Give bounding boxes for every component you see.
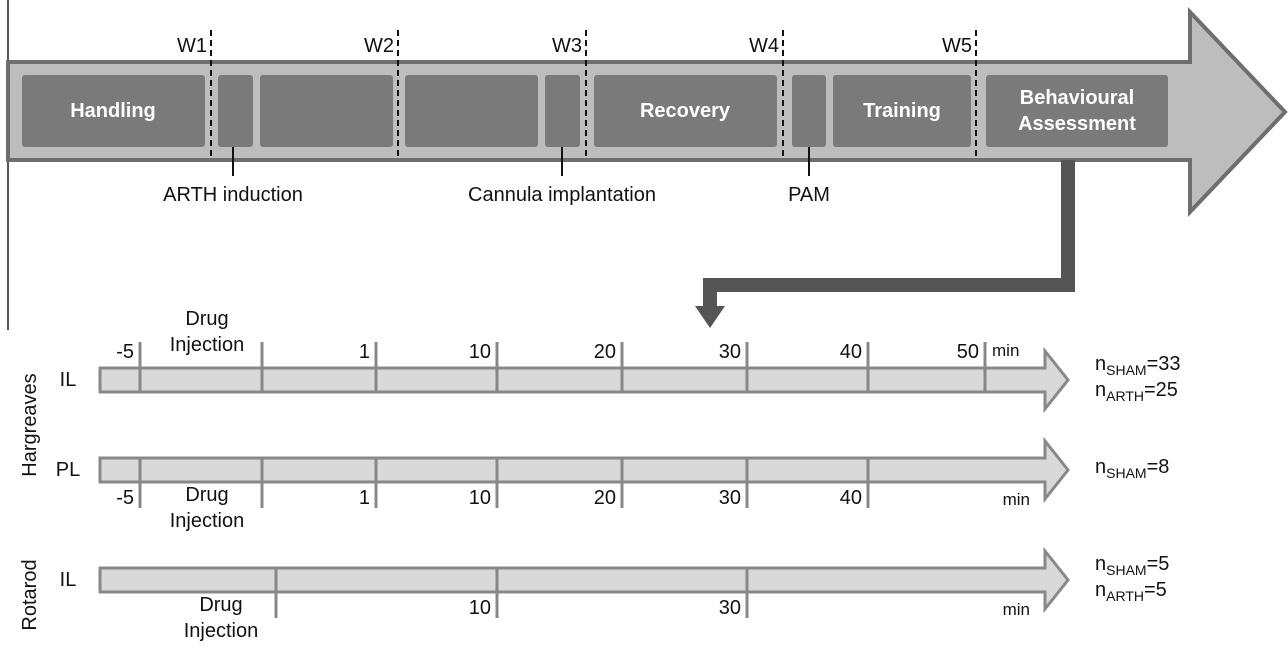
tick-label: 40 <box>839 487 862 509</box>
sample-size-symbol: n <box>1095 379 1107 401</box>
block <box>545 75 580 147</box>
tick-label: 10 <box>468 487 491 509</box>
sample-size: nSHAM=8 <box>1095 454 1169 486</box>
group-label: Hargreaves <box>19 373 41 477</box>
protocol-arrow <box>98 436 1070 504</box>
block <box>594 75 777 147</box>
sample-size-symbol: n <box>1095 579 1107 601</box>
phase-label: Handling <box>70 100 156 122</box>
connector-arrowhead <box>695 306 725 328</box>
week-dividers <box>210 30 977 160</box>
event-label: ARTH induction <box>163 184 303 206</box>
tick-label: -5 <box>116 487 134 509</box>
week-label: W3 <box>552 35 582 57</box>
tick-label: 40 <box>839 341 862 363</box>
tick-label: 10 <box>468 597 491 619</box>
event-label: Cannula implantation <box>468 184 656 206</box>
week-label: W4 <box>749 35 779 57</box>
unit-label: min <box>1002 490 1030 509</box>
protocol-arrow <box>98 546 1070 614</box>
phase-label: Behavioural Assessment <box>1018 87 1136 135</box>
block <box>833 75 971 147</box>
week-label: W2 <box>364 35 394 57</box>
tick-label: 20 <box>593 341 616 363</box>
tick-label: 30 <box>718 341 741 363</box>
tick-label: Drug Injection <box>169 484 245 532</box>
sample-size-rest: =5 <box>1146 553 1170 575</box>
sample-size-rest: =8 <box>1146 456 1170 478</box>
sample-size-symbol: n <box>1095 456 1107 478</box>
week-label: W5 <box>942 35 972 57</box>
block <box>405 75 538 147</box>
group-label: Rotarod <box>19 559 41 631</box>
tick-label: -5 <box>116 341 134 363</box>
row-label: IL <box>59 369 77 391</box>
sample-size: nSHAM=5 <box>1095 551 1169 583</box>
sample-size-rest: =5 <box>1143 579 1167 601</box>
sample-size-symbol: n <box>1095 353 1107 375</box>
block <box>986 75 1168 147</box>
protocol-arrow <box>98 346 1070 414</box>
sample-size: nARTH=5 <box>1095 577 1167 609</box>
connector-arrow <box>703 160 1075 308</box>
tick-label: 20 <box>593 487 616 509</box>
sample-size-subscript: ARTH <box>1106 388 1144 404</box>
sample-size-rest: =33 <box>1146 353 1181 375</box>
sample-size-rest: =25 <box>1143 379 1178 401</box>
tick-label: 1 <box>358 341 370 363</box>
sample-size-subscript: ARTH <box>1106 588 1144 604</box>
row-label: PL <box>55 459 81 481</box>
sample-size-subscript: SHAM <box>1106 362 1147 378</box>
tick-label: 50 <box>956 341 979 363</box>
week-label: W1 <box>177 35 207 57</box>
block <box>260 75 393 147</box>
tick-label: Drug Injection <box>169 308 245 356</box>
sample-size-subscript: SHAM <box>1106 465 1147 481</box>
unit-label: min <box>992 341 1020 360</box>
phase-label: Training <box>863 100 941 122</box>
tick-label: 30 <box>718 487 741 509</box>
block <box>218 75 253 147</box>
tick-label: 1 <box>358 487 370 509</box>
block <box>22 75 205 147</box>
event-ticks <box>232 147 810 176</box>
tick-label: Drug Injection <box>183 594 259 642</box>
sample-size-subscript: SHAM <box>1106 562 1147 578</box>
phase-label: Recovery <box>639 100 731 122</box>
tick-label: 10 <box>468 341 491 363</box>
blocks <box>22 75 1168 147</box>
sample-size-symbol: n <box>1095 553 1107 575</box>
tick-label: 30 <box>718 597 741 619</box>
unit-label: min <box>1002 600 1030 619</box>
sample-size: nARTH=25 <box>1095 377 1178 409</box>
event-label: PAM <box>788 184 830 206</box>
row-label: IL <box>59 569 77 591</box>
sample-size: nSHAM=33 <box>1095 351 1181 383</box>
block <box>792 75 826 147</box>
